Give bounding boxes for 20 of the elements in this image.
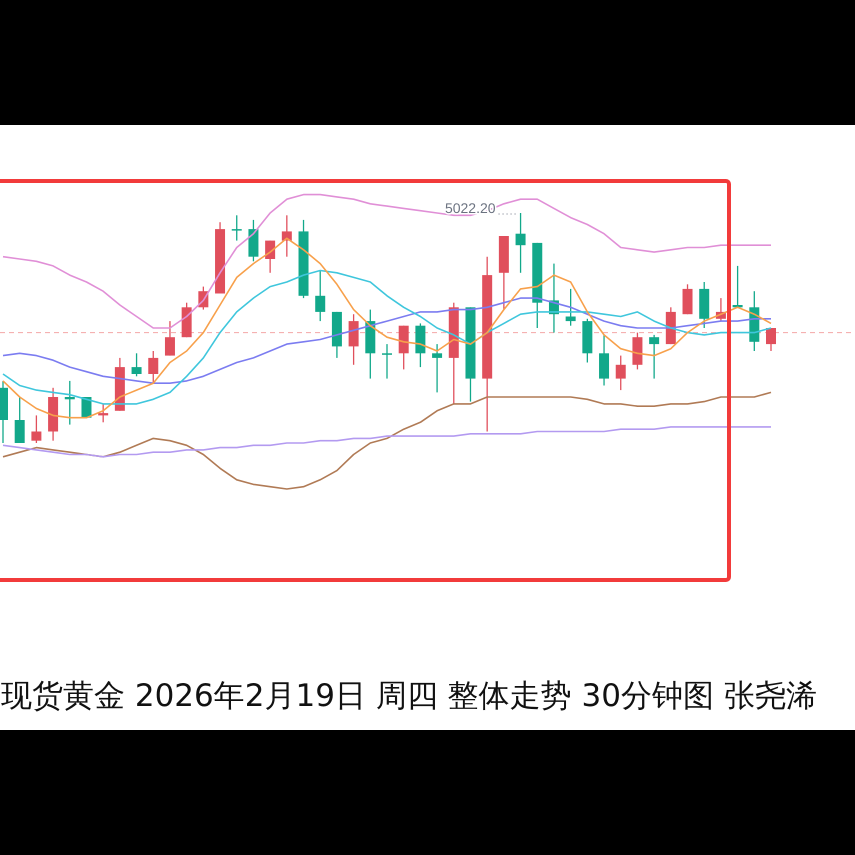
candlestick [232,214,242,242]
candlestick [766,327,776,352]
text: 现货黄金 2026年2月19日 周四 整体走势 30分钟图 张尧浠 [1,678,817,714]
candlestick [516,212,526,274]
candlestick [382,343,392,380]
annotation: 5022.20 [444,200,496,216]
candlestick [566,288,576,326]
candlestick [315,270,326,322]
candlestick [31,414,42,444]
candlestick [616,354,626,391]
candlestick [132,352,142,377]
candlestick [732,265,743,308]
candlestick [649,334,660,380]
candlestick [14,396,25,444]
candlestick [164,320,175,356]
candlestick [432,343,442,394]
candlestick [265,240,276,274]
candlestick [98,403,108,423]
candlestick [64,380,75,426]
candlestick [148,350,158,384]
